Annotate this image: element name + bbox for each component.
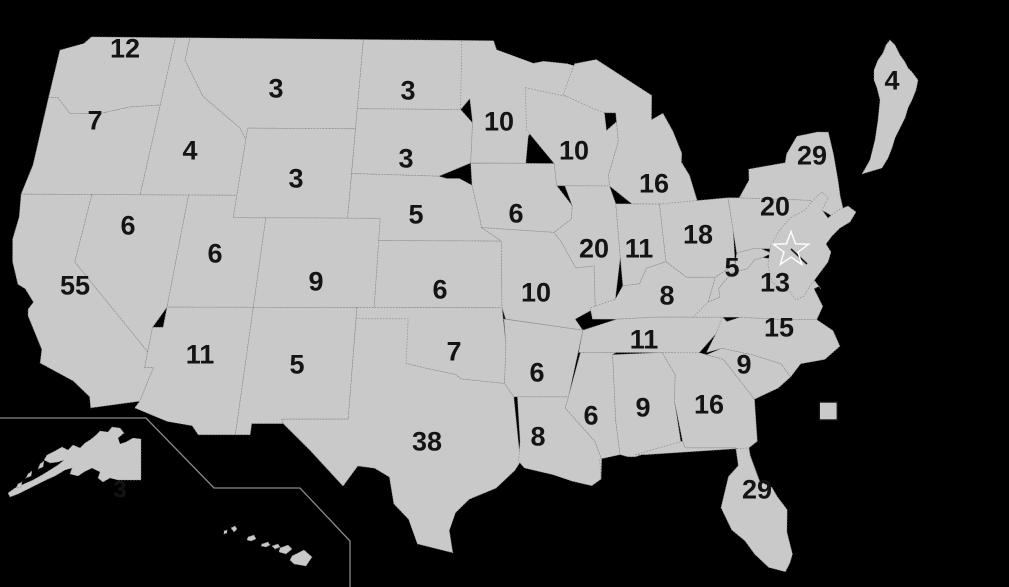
svg-text:15: 15 [764, 313, 794, 343]
svg-text:3: 3 [400, 76, 415, 106]
svg-text:11: 11 [625, 234, 654, 264]
svg-text:6: 6 [120, 211, 135, 241]
svg-text:3: 3 [288, 164, 303, 194]
svg-text:9: 9 [736, 350, 751, 380]
svg-text:4: 4 [182, 136, 197, 166]
svg-text:3: 3 [398, 144, 413, 174]
svg-text:6: 6 [207, 239, 222, 269]
svg-text:29: 29 [742, 475, 772, 505]
svg-text:20: 20 [760, 192, 790, 222]
svg-text:6: 6 [529, 358, 544, 388]
svg-text:7: 7 [87, 106, 102, 136]
svg-text:16: 16 [639, 169, 669, 199]
svg-text:6: 6 [583, 401, 598, 431]
svg-text:3: 3 [268, 74, 283, 104]
svg-text:11: 11 [630, 325, 659, 355]
svg-text:12: 12 [110, 34, 140, 64]
svg-text:6: 6 [508, 199, 523, 229]
svg-text:5: 5 [724, 253, 739, 283]
svg-text:38: 38 [412, 427, 442, 457]
svg-text:10: 10 [484, 107, 514, 137]
svg-text:11: 11 [186, 340, 215, 370]
svg-text:8: 8 [530, 422, 545, 452]
svg-text:18: 18 [683, 220, 713, 250]
svg-text:55: 55 [60, 271, 90, 301]
svg-text:16: 16 [694, 390, 724, 420]
svg-text:13: 13 [760, 268, 790, 298]
svg-text:5: 5 [289, 350, 304, 380]
svg-text:9: 9 [308, 267, 323, 297]
svg-text:10: 10 [559, 136, 589, 166]
svg-text:6: 6 [432, 275, 447, 305]
svg-text:5: 5 [408, 200, 423, 230]
svg-text:8: 8 [659, 281, 674, 311]
svg-text:20: 20 [579, 234, 609, 264]
svg-text:9: 9 [635, 393, 650, 423]
svg-text:4: 4 [884, 66, 899, 96]
svg-text:7: 7 [446, 337, 461, 367]
svg-text:3: 3 [113, 477, 126, 504]
svg-text:10: 10 [521, 278, 551, 308]
svg-text:29: 29 [797, 141, 827, 171]
